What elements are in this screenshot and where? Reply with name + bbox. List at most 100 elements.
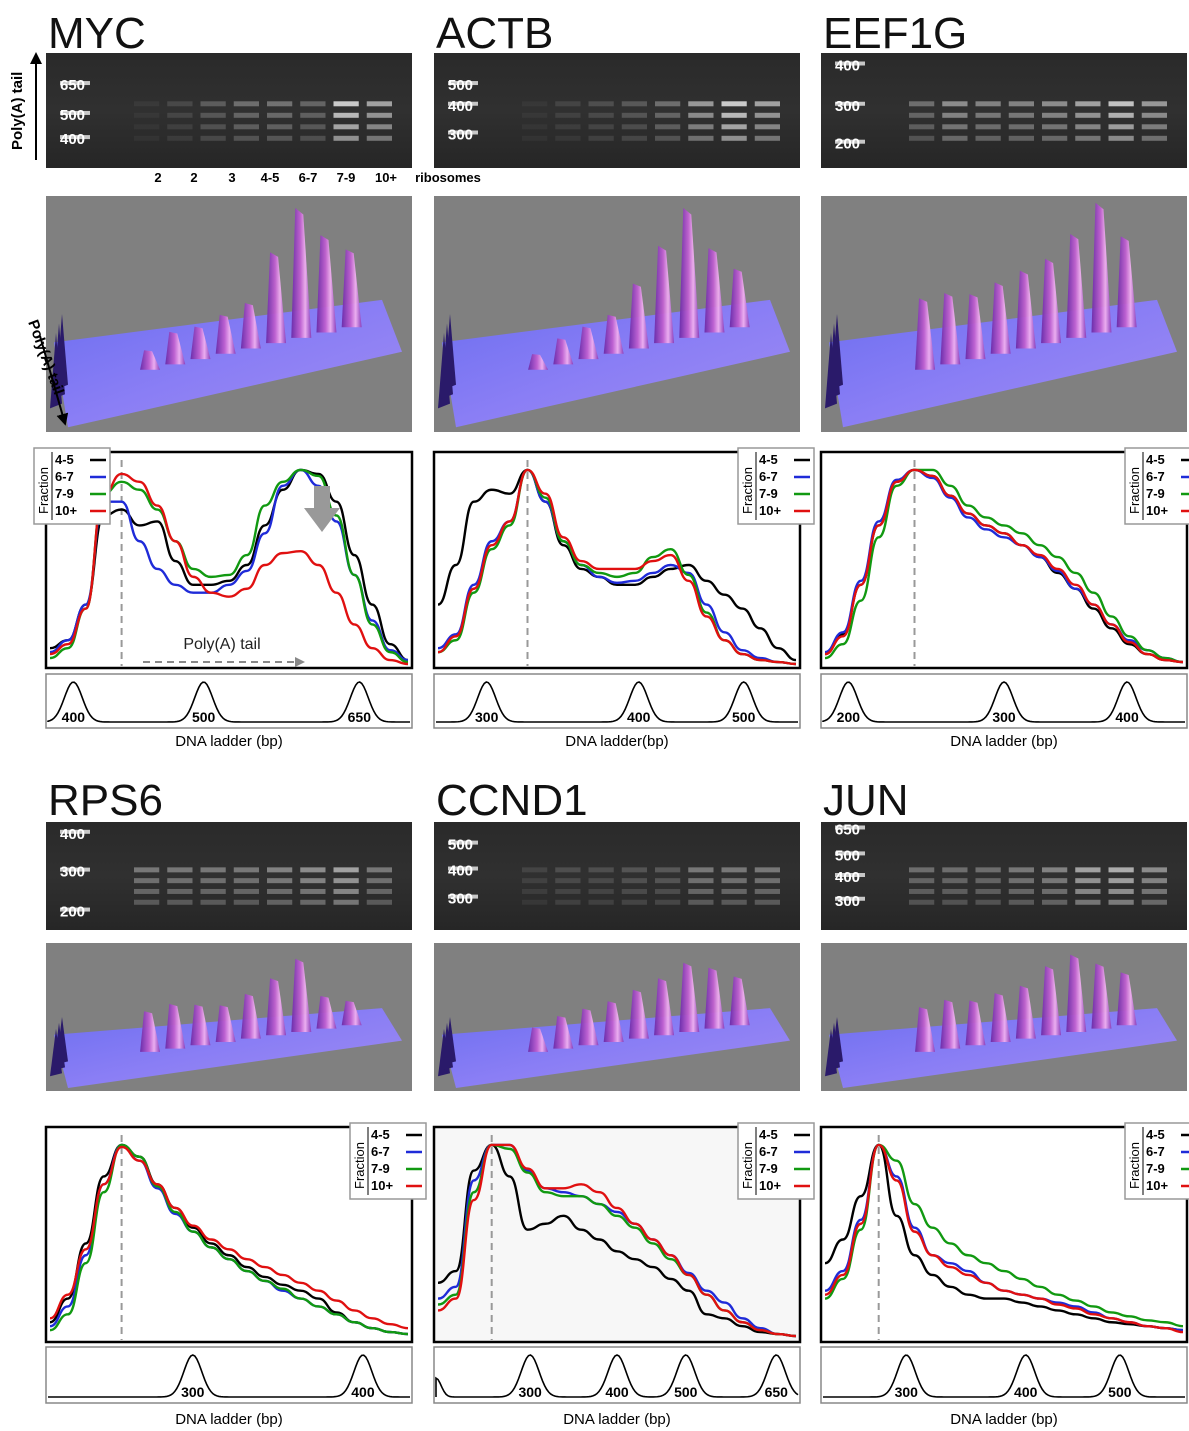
surface-peak — [965, 294, 986, 360]
gel-band — [942, 112, 968, 118]
surface-floor — [442, 1008, 790, 1089]
ladder-axis-title: DNA ladder (bp) — [563, 1411, 671, 1428]
gel-band — [621, 899, 647, 905]
surface-peak — [190, 326, 211, 360]
gel-band — [233, 878, 259, 884]
ladder-peak-label: 500 — [732, 709, 756, 725]
gel-band — [588, 135, 614, 141]
surface-peak — [140, 350, 161, 370]
gel-band — [267, 112, 293, 118]
gel-band — [1108, 112, 1134, 118]
ladder-trace — [48, 1354, 410, 1398]
surface-peak — [679, 208, 700, 338]
gel-band — [233, 888, 259, 894]
series-line-4-5 — [824, 1143, 1184, 1332]
gel-band — [1042, 867, 1068, 873]
gel-ladder-label: 300 — [835, 893, 860, 910]
ladder-trace — [435, 1354, 799, 1398]
gel-band — [655, 112, 681, 118]
gel-band — [1141, 124, 1167, 130]
gel-band — [333, 135, 359, 141]
surface-side-arrow — [39, 335, 69, 426]
ladder-frame — [45, 673, 413, 729]
ladder-trace — [822, 681, 1185, 723]
ladder-band — [448, 101, 478, 106]
legend-title: Fraction — [36, 467, 51, 514]
ladder-spike — [444, 1017, 456, 1065]
line-chart: Fraction 4-5 6-7 7-9 10+ — [819, 447, 1189, 670]
gel-band — [621, 878, 647, 884]
gel-band — [721, 101, 747, 107]
gel-band — [522, 899, 548, 905]
gel-band — [721, 899, 747, 905]
surface-peak — [341, 1000, 362, 1026]
surface-peak — [654, 245, 675, 344]
surface-plot — [46, 943, 412, 1091]
series-line-4-5 — [437, 468, 797, 662]
gene-title: RPS6 — [48, 776, 163, 825]
gel-band — [754, 101, 780, 107]
gel-band — [167, 867, 193, 873]
ladder-peak-label: 500 — [192, 709, 216, 725]
gel-band — [942, 867, 968, 873]
surface-floor — [829, 299, 1177, 428]
gel-band — [975, 124, 1001, 130]
surface-peak — [628, 283, 649, 349]
gel-band — [621, 888, 647, 894]
gel-band — [1075, 888, 1101, 894]
legend-label: 4-5 — [371, 1127, 390, 1142]
ladder-axis-title: DNA ladder(bp) — [565, 733, 668, 750]
ladder-peak-label: 300 — [181, 1384, 205, 1400]
gel-band — [909, 124, 935, 130]
legend-box — [1124, 1122, 1189, 1200]
lane-label: 2 — [154, 170, 161, 185]
surface-peak — [915, 1007, 936, 1052]
gel-band — [1141, 135, 1167, 141]
legend-label: 4-5 — [759, 452, 778, 467]
legend-label: 10+ — [1146, 1178, 1168, 1193]
gel-band — [366, 112, 392, 118]
lane-label: 10+ — [375, 170, 397, 185]
gel-band — [1042, 135, 1068, 141]
ladder-peak-label: 500 — [1108, 1384, 1132, 1400]
gel-band — [1141, 112, 1167, 118]
gel-ladder-label: 400 — [60, 131, 85, 148]
gel-band — [1108, 124, 1134, 130]
series-line-10+ — [49, 1145, 409, 1330]
gel-ladder-label: 300 — [835, 98, 860, 115]
gel-band — [909, 878, 935, 884]
gel-ladder-label: 500 — [448, 837, 473, 854]
ladder-peak-label: 650 — [348, 709, 372, 725]
surface-peak — [553, 338, 574, 365]
legend-label: 6-7 — [759, 469, 778, 484]
gel-band — [688, 867, 714, 873]
gel-band — [366, 878, 392, 884]
surface-peak — [578, 1008, 599, 1046]
surface-peak — [240, 993, 261, 1039]
gel-background — [821, 53, 1187, 168]
gel-band — [688, 101, 714, 107]
gel-band — [1075, 899, 1101, 905]
surface-peak — [990, 993, 1011, 1042]
gel-band — [588, 112, 614, 118]
legend-label: 4-5 — [1146, 452, 1165, 467]
gel-band — [754, 888, 780, 894]
gel-band — [267, 878, 293, 884]
legend-title: Fraction — [740, 1142, 755, 1189]
gel-band — [975, 888, 1001, 894]
gel-band — [754, 135, 780, 141]
gel-band — [909, 888, 935, 894]
surface-floor — [442, 299, 790, 428]
gel-band — [333, 101, 359, 107]
surface-peak — [965, 1000, 986, 1046]
gene-title: MYC — [48, 9, 146, 58]
gel-band — [1075, 124, 1101, 130]
line-chart: Fraction 4-5 6-7 7-9 10+ — [819, 1122, 1189, 1344]
ladder-frame — [820, 1346, 1188, 1404]
gel-band — [200, 135, 226, 141]
legend: Fraction 4-5 6-7 7-9 10+ — [737, 447, 815, 525]
surface-peak — [1066, 954, 1087, 1032]
gel-band — [721, 888, 747, 894]
